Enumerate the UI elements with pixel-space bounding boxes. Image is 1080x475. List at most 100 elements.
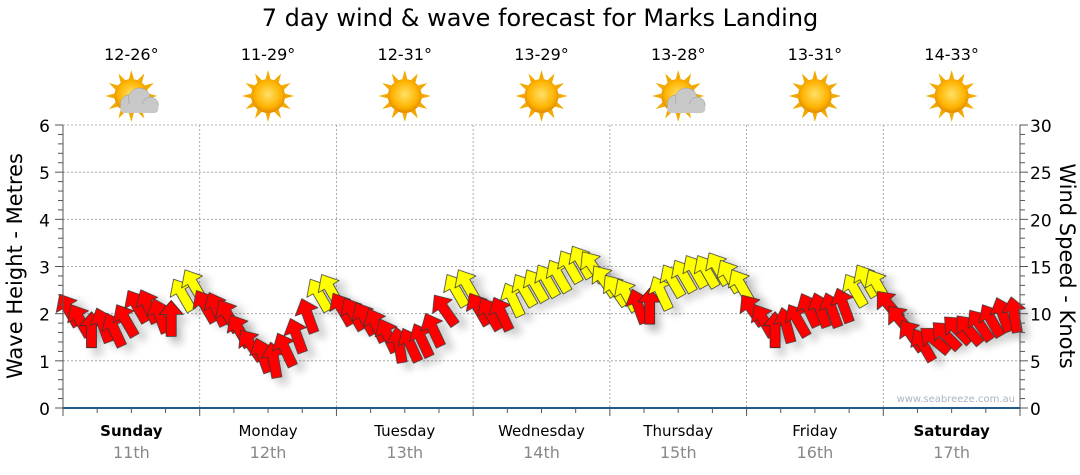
day-name-label: Friday (792, 422, 838, 440)
sun-ray (402, 70, 408, 80)
left-tick-label: 2 (39, 306, 50, 326)
sun-disc (387, 79, 422, 113)
sun-icon (925, 70, 978, 122)
day-name-label: Monday (238, 422, 297, 440)
left-tick-label: 0 (39, 400, 50, 420)
sun-ray (410, 109, 418, 119)
sun-disc (797, 79, 832, 113)
sun-ray (108, 83, 119, 90)
day-date-label: 11th (113, 443, 150, 462)
day-date-label: 12th (250, 443, 287, 462)
sun-ray (691, 83, 701, 90)
cloud-icon (120, 87, 159, 114)
sun-ray (558, 93, 568, 99)
partly-cloudy-icon (105, 70, 159, 122)
sun-ray (538, 70, 545, 80)
wind-arrow (420, 312, 446, 349)
sun-ray (265, 70, 271, 80)
wind-arrow (830, 287, 855, 325)
sun-ray (949, 112, 955, 122)
sun-ray (281, 83, 291, 90)
sun-ray (245, 102, 255, 109)
sun-ray (925, 93, 935, 99)
right-tick-label: 20 (1030, 211, 1052, 231)
day-temperature: 13-28° (651, 45, 706, 64)
watermark[interactable]: www.seabreeze.com.au (897, 394, 1015, 405)
sun-ray (391, 109, 399, 119)
cloud-base (667, 104, 706, 113)
sun-ray (828, 102, 838, 109)
sun-ray (949, 70, 955, 80)
day-temperature: 12-26° (104, 45, 159, 64)
left-tick-label: 1 (39, 353, 50, 373)
sun-ray (957, 109, 965, 119)
sun-ray (957, 73, 965, 83)
sun-ray (242, 93, 252, 99)
sun-ray (554, 102, 565, 109)
right-tick-label: 10 (1030, 306, 1052, 326)
sun-ray (938, 109, 946, 119)
day-temperature: 13-31° (788, 45, 843, 64)
day-name-label: Tuesday (373, 422, 435, 440)
sun-icon (378, 70, 431, 122)
sun-disc (251, 79, 286, 113)
sun-ray (410, 73, 418, 83)
right-tick-label: 15 (1030, 259, 1052, 279)
sun-ray (812, 112, 818, 122)
left-tick-label: 3 (39, 259, 50, 279)
wind-arrow (294, 298, 320, 335)
sun-ray (788, 93, 799, 99)
sun-ray (929, 102, 939, 109)
sun-ray (538, 112, 545, 122)
right-tick-label: 30 (1030, 117, 1052, 137)
sun-ray (665, 73, 673, 83)
sun-ray (382, 102, 392, 109)
sun-ray (391, 73, 399, 83)
sun-ray (675, 70, 681, 80)
sun-ray (284, 93, 295, 99)
sun-ray (684, 73, 692, 83)
sun-ray (801, 109, 809, 119)
cloud-icon (666, 87, 706, 114)
sun-ray (792, 102, 802, 109)
right-axis-title: Wind Speed - Knots (1055, 163, 1079, 368)
sun-disc (934, 79, 969, 113)
day-date-label: 15th (660, 443, 697, 462)
left-axis-title: Wave Height - Metres (3, 153, 27, 379)
sun-ray (821, 73, 828, 83)
sun-ray (255, 73, 262, 83)
sun-ray (964, 102, 975, 109)
day-name-label: Wednesday (498, 422, 585, 440)
sun-disc (524, 79, 559, 113)
day-date-label: 13th (386, 443, 423, 462)
left-tick-label: 4 (39, 211, 50, 231)
day-temperature: 12-31° (378, 45, 433, 64)
chart-title: 7 day wind & wave forecast for Marks Lan… (261, 4, 819, 32)
sun-ray (675, 112, 681, 122)
sun-ray (964, 83, 975, 90)
sun-ray (274, 73, 282, 83)
day-date-label: 17th (933, 443, 970, 462)
sun-ray (418, 102, 428, 109)
sun-ray (518, 102, 529, 109)
day-name-label: Thursday (642, 422, 713, 440)
sun-ray (792, 83, 802, 90)
sun-ray (245, 83, 255, 90)
sun-icon (788, 70, 841, 122)
sun-ray (137, 73, 145, 83)
left-tick-label: 5 (39, 164, 50, 184)
wind-arrow (112, 304, 140, 339)
sun-ray (831, 93, 841, 99)
sun-ray (378, 93, 388, 99)
sun-ray (655, 102, 665, 109)
sun-ray (281, 102, 291, 109)
day-temperature: 14-33° (924, 45, 979, 64)
day-date-label: 14th (523, 443, 560, 462)
sun-ray (418, 83, 428, 90)
day-name-label: Saturday (913, 422, 990, 440)
sun-ray (118, 73, 126, 83)
sun-ray (518, 83, 529, 90)
sun-ray (547, 109, 555, 119)
sun-ray (274, 109, 282, 119)
